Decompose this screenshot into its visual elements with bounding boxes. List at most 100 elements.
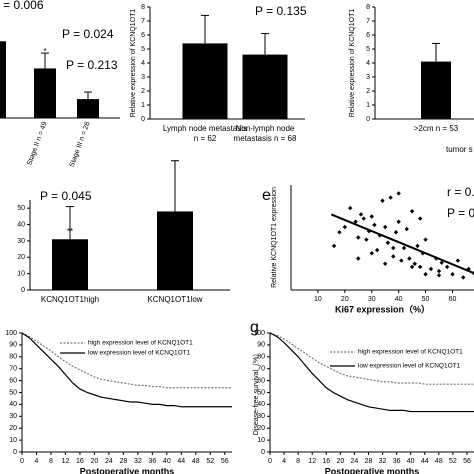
- y-tick-label: 3: [141, 74, 145, 81]
- x-tick-label: 8: [296, 458, 300, 465]
- point: [461, 275, 466, 280]
- y-tick-label: 50: [17, 205, 25, 212]
- survival-curve: [21, 332, 232, 408]
- x-tick-label: >2cm n = 53: [414, 124, 459, 133]
- bar: [0, 41, 6, 118]
- annotation: P = 0.045: [40, 189, 92, 203]
- y-tick-label: 100: [5, 330, 17, 337]
- x-tick-label: KCNQ1OT1high: [41, 295, 99, 304]
- bar: [52, 239, 88, 290]
- x-tick-label: 36: [148, 458, 156, 465]
- point: [361, 216, 366, 221]
- y-axis-label: Disease-free survival（%）: [252, 350, 260, 436]
- x-tick-label: 20: [341, 296, 349, 303]
- x-tick-label: Lymph node metastasis: [163, 124, 247, 133]
- bar: [182, 43, 228, 119]
- y-tick-label: 60: [257, 377, 265, 384]
- y-tick-label: 90: [257, 342, 265, 349]
- annotation: tumor s: [446, 145, 473, 154]
- bar: [77, 99, 99, 118]
- x-tick-label: 4: [282, 458, 286, 465]
- x-tick-label: 20: [336, 458, 344, 465]
- point: [401, 245, 407, 251]
- annotation: P = 0.213: [66, 58, 118, 72]
- y-tick-label: 50: [257, 389, 265, 396]
- y-tick-label: 6: [141, 32, 145, 39]
- y-tick-label: 80: [257, 354, 265, 361]
- y-tick-label: 60: [9, 377, 17, 384]
- y-tick-label: 0: [261, 449, 265, 456]
- x-tick-label: 60: [449, 296, 457, 303]
- y-tick-label: 0: [141, 116, 145, 123]
- point: [423, 272, 428, 277]
- point: [391, 254, 396, 259]
- x-tick-label: 8: [49, 458, 53, 465]
- y-tick-label: 2: [141, 88, 145, 95]
- point: [439, 260, 444, 265]
- x-tick-label: 16: [322, 458, 330, 465]
- legend-label: high expression level of KCNQ1OT1: [88, 340, 193, 347]
- point: [380, 198, 385, 203]
- point: [348, 205, 353, 211]
- y-tick-label: 1: [141, 102, 145, 109]
- x-tick-label: 40: [395, 296, 403, 303]
- y-tick-label: 4: [141, 60, 145, 67]
- x-tick-label: 10: [314, 296, 322, 303]
- point: [391, 245, 396, 251]
- y-tick-label: 0: [13, 449, 17, 456]
- y-tick-label: 5: [141, 46, 145, 53]
- y-tick-label: 40: [257, 401, 265, 408]
- point: [374, 247, 380, 253]
- point: [409, 209, 415, 214]
- annotation: r = 0.6: [447, 185, 474, 199]
- annotation: P = 0.135: [255, 4, 307, 18]
- point: [409, 264, 415, 270]
- x-tick-label: 28: [119, 458, 127, 465]
- y-tick-label: 0: [21, 287, 25, 294]
- point: [420, 251, 426, 256]
- y-tick-label: 100: [253, 330, 265, 337]
- point: [369, 214, 374, 219]
- x-tick-label: 32: [379, 458, 387, 465]
- x-tick-label: 44: [177, 458, 185, 465]
- point: [356, 235, 361, 240]
- point: [382, 261, 388, 266]
- y-tick-label: 30: [9, 413, 17, 420]
- point: [369, 251, 374, 256]
- y-tick-label: 30: [257, 413, 265, 420]
- point: [436, 268, 442, 274]
- x-tick-label: 36: [393, 458, 401, 465]
- x-tick-label: Stage III n = 28: [69, 121, 92, 168]
- y-tick-label: 40: [9, 401, 17, 408]
- point: [364, 237, 369, 242]
- x-tick-label: 4: [35, 458, 39, 465]
- x-tick-label: 56: [463, 458, 471, 465]
- point: [412, 261, 417, 266]
- point: [388, 195, 393, 200]
- x-tick-label: 24: [105, 458, 113, 465]
- point: [331, 243, 337, 249]
- x-tick-label: 28: [365, 458, 373, 465]
- x-tick-label: 16: [76, 458, 84, 465]
- bar: [34, 68, 56, 118]
- y-tick-label: 8: [141, 4, 145, 11]
- x-tick-label: 0: [20, 458, 24, 465]
- point: [396, 191, 401, 196]
- point: [342, 224, 348, 230]
- y-axis-label: Relative expression of KCNQ1OT1: [349, 9, 356, 118]
- x-tick-label: 24: [351, 458, 359, 465]
- bar: [157, 211, 193, 290]
- point: [404, 226, 409, 232]
- x-tick-label: 12: [308, 458, 316, 465]
- point: [372, 222, 377, 228]
- x-tick-label: 48: [435, 458, 443, 465]
- y-tick-label: 20: [17, 254, 25, 261]
- x-tick-label: Stage II n = 49: [26, 121, 48, 166]
- y-tick-label: 5: [366, 46, 370, 53]
- bar: [421, 61, 451, 119]
- point: [407, 256, 412, 261]
- x-tick-label: 44: [421, 458, 429, 465]
- panel-label: g: [250, 319, 259, 336]
- bar: [242, 54, 288, 119]
